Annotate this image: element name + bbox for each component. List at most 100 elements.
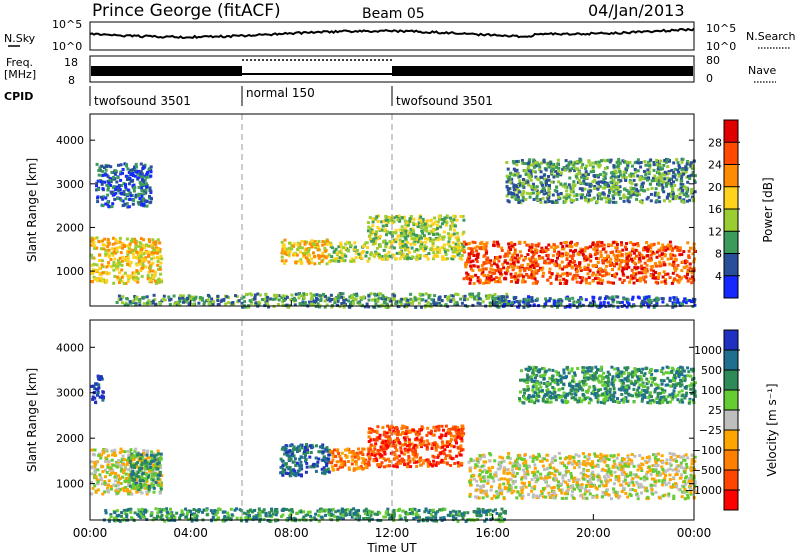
power-cell-2697 bbox=[576, 270, 579, 273]
power-cell-2747 bbox=[465, 272, 468, 275]
power-cell-2623 bbox=[591, 243, 594, 246]
noise-left-tick-bottom: 10^0 bbox=[52, 40, 82, 53]
power-cell-3222 bbox=[650, 199, 653, 202]
power-cell-549 bbox=[107, 186, 110, 189]
power-cell-960 bbox=[330, 259, 333, 262]
velocity-cell-322 bbox=[119, 451, 122, 454]
power-cell-2715 bbox=[496, 242, 499, 245]
power-cell-50 bbox=[108, 249, 111, 252]
power-cell-407 bbox=[128, 205, 131, 208]
power-cell-2748 bbox=[527, 263, 530, 266]
power-cell-280 bbox=[150, 257, 153, 260]
power-cell-2664 bbox=[552, 254, 555, 257]
power-cell-736 bbox=[138, 298, 141, 301]
power-cell-2624 bbox=[659, 262, 662, 265]
power-cell-417 bbox=[125, 175, 128, 178]
power-cell-2742 bbox=[470, 275, 473, 278]
power-cell-2470 bbox=[517, 275, 520, 278]
power-cell-2687 bbox=[526, 267, 529, 270]
power-cell-318 bbox=[149, 266, 152, 269]
power-cell-542 bbox=[105, 169, 108, 172]
power-cell-3485 bbox=[661, 186, 664, 189]
velocity-cell-300 bbox=[113, 449, 116, 452]
power-cell-1410 bbox=[425, 220, 428, 223]
velocity-cell-784 bbox=[346, 455, 349, 458]
power-cell-846 bbox=[281, 256, 284, 259]
power-cell-2754 bbox=[473, 282, 476, 285]
power-cell-2654 bbox=[488, 271, 491, 274]
power-cell-195 bbox=[156, 256, 159, 259]
power-cell-3899 bbox=[514, 296, 517, 299]
power-cell-1158 bbox=[462, 231, 465, 234]
velocity-cell-343 bbox=[133, 458, 136, 461]
velocity-cell-467 bbox=[144, 468, 147, 471]
power-cell-311 bbox=[92, 241, 95, 244]
power-cell-2418 bbox=[534, 244, 537, 247]
power-cell-3519 bbox=[533, 166, 536, 169]
velocity-cell-457 bbox=[150, 454, 153, 457]
power-cell-2317 bbox=[532, 253, 535, 256]
velocity-cell-677 bbox=[284, 446, 287, 449]
power-cell-1801 bbox=[428, 294, 431, 297]
power-cell-596 bbox=[140, 195, 143, 198]
velocity-cell-479 bbox=[152, 467, 155, 470]
power-cell-3409 bbox=[643, 160, 646, 163]
power-cell-1207 bbox=[384, 255, 387, 258]
power-cell-2350 bbox=[585, 268, 588, 271]
power-cell-2360 bbox=[619, 278, 622, 281]
power-cell-2683 bbox=[512, 262, 515, 265]
power-cell-2604 bbox=[664, 246, 667, 249]
velocity-cell-795 bbox=[361, 448, 364, 451]
power-cell-1286 bbox=[368, 257, 371, 260]
power-cell-3614 bbox=[597, 181, 600, 184]
power-cell-362 bbox=[132, 203, 135, 206]
power-cell-748 bbox=[121, 301, 124, 304]
power-cell-891 bbox=[304, 252, 307, 255]
power-cell-1227 bbox=[435, 254, 438, 257]
power-cell-1858 bbox=[560, 242, 563, 245]
power-cell-309 bbox=[130, 240, 133, 243]
power-cell-2617 bbox=[654, 262, 657, 265]
power-cell-612 bbox=[124, 197, 127, 200]
power-cell-35 bbox=[90, 254, 93, 257]
power-cell-1389 bbox=[407, 248, 410, 251]
velocity-cell-696 bbox=[287, 467, 290, 470]
power-cell-1895 bbox=[493, 262, 496, 265]
velocity-cell-123 bbox=[122, 455, 125, 458]
power-cell-2131 bbox=[547, 257, 550, 260]
power-cell-1211 bbox=[452, 241, 455, 244]
power-cell-116 bbox=[108, 272, 111, 275]
velocity-cell-662 bbox=[293, 461, 296, 464]
velocity-cell-515 bbox=[100, 375, 103, 378]
power-cell-2750 bbox=[577, 252, 580, 255]
velocity-cell-337 bbox=[106, 466, 109, 469]
power-cell-1678 bbox=[324, 300, 327, 303]
power-cell-1384 bbox=[386, 258, 389, 261]
power-cell-3888 bbox=[623, 298, 626, 301]
power-cell-2361 bbox=[529, 259, 532, 262]
power-cell-2534 bbox=[600, 270, 603, 273]
power-cell-3884 bbox=[576, 301, 579, 304]
power-cell-3610 bbox=[579, 159, 582, 162]
velocity-cell-809 bbox=[396, 465, 399, 468]
power-cell-3836 bbox=[611, 295, 614, 298]
power-cell-451 bbox=[106, 194, 109, 197]
power-cell-161 bbox=[130, 261, 133, 264]
power-cell-1064 bbox=[398, 228, 401, 231]
power-cell-701 bbox=[203, 303, 206, 306]
frequency-band-1 bbox=[91, 66, 242, 76]
power-cell-621 bbox=[100, 180, 103, 183]
power-cell-205 bbox=[136, 264, 139, 267]
power-cell-2746 bbox=[611, 251, 614, 254]
power-cell-669 bbox=[212, 300, 215, 303]
power-cell-3360 bbox=[591, 162, 594, 165]
velocity-cell-62 bbox=[130, 448, 133, 451]
power-cell-1134 bbox=[396, 252, 399, 255]
power-cell-224 bbox=[137, 277, 140, 280]
power-cell-1717 bbox=[273, 294, 276, 297]
velocity-cell-174 bbox=[123, 469, 126, 472]
power-cell-1268 bbox=[402, 253, 405, 256]
nave-label: Nave bbox=[748, 64, 776, 77]
power-cell-586 bbox=[102, 174, 105, 177]
power-cell-2544 bbox=[649, 250, 652, 253]
